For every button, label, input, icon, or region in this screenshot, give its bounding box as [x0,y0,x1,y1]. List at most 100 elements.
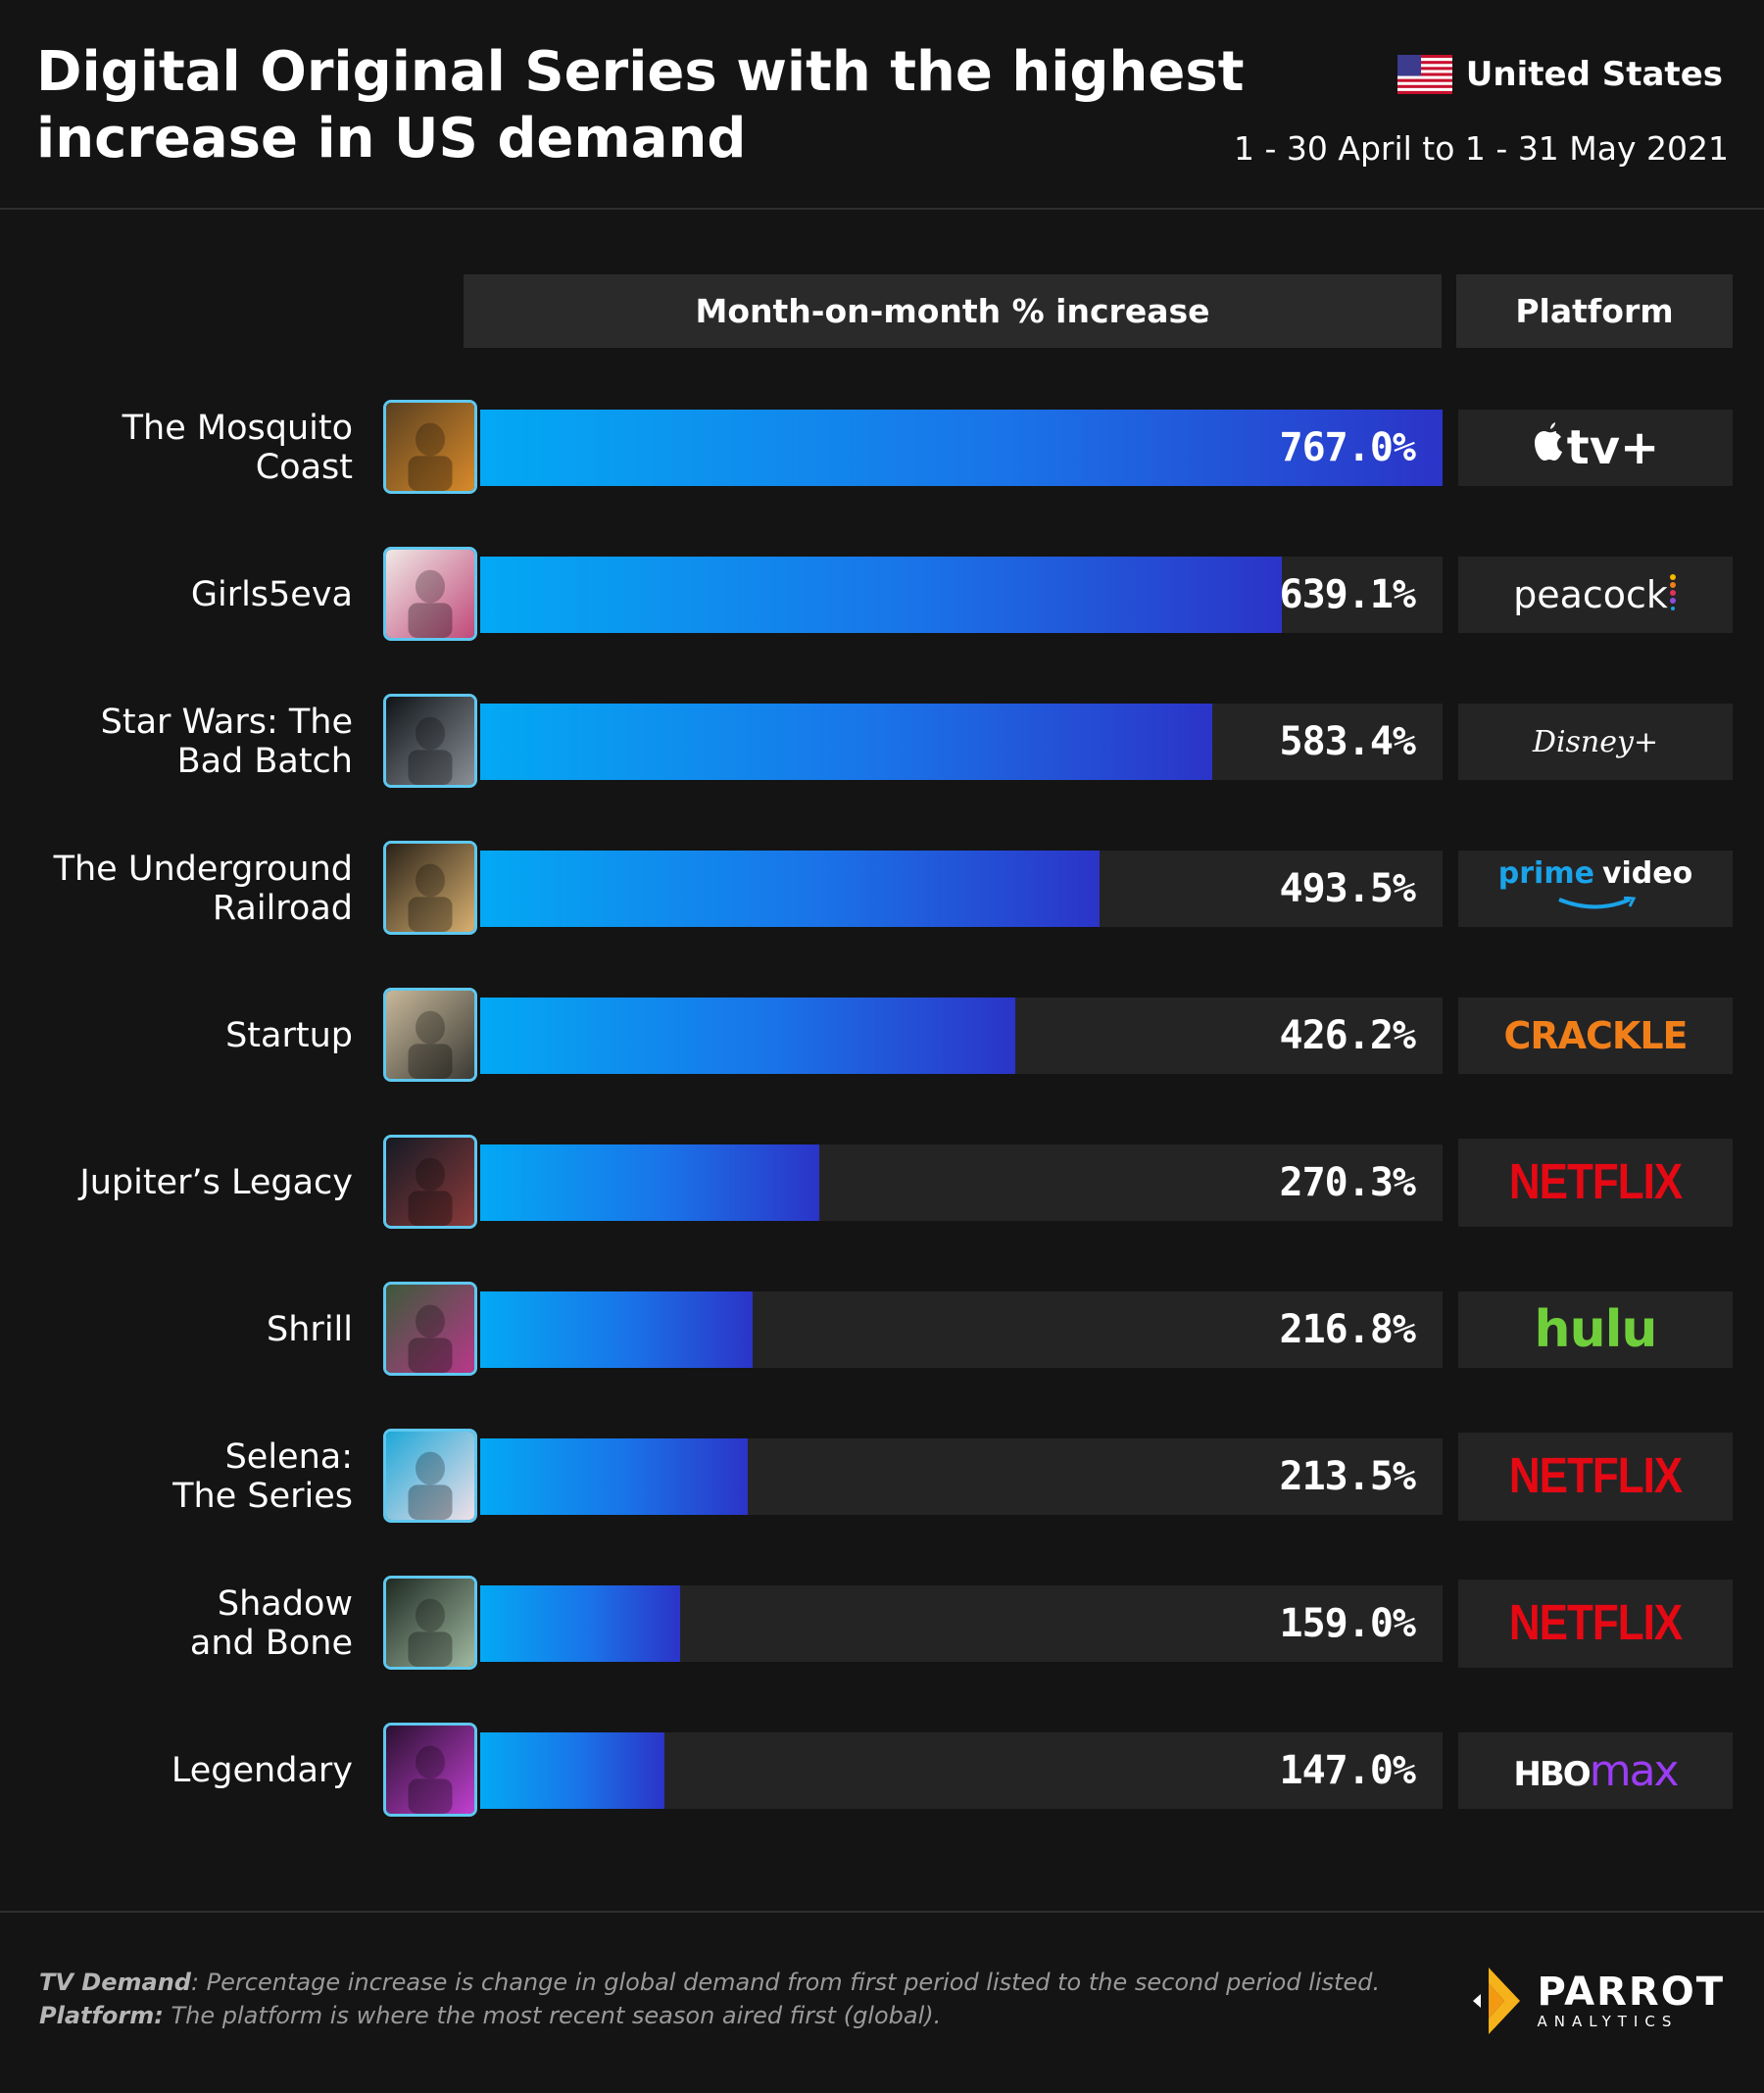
footnote-platform: Platform: The platform is where the most… [39,2002,941,2029]
apple-icon [1532,420,1567,475]
peacock-dots-icon [1668,571,1678,619]
platform-text: CRACKLE [1503,1014,1688,1057]
amazon-smile-icon [1551,889,1640,918]
bar-row: Selena: The Series 213.5% NETFLIX [0,1429,1764,1525]
value-label: 639.1% [1279,572,1416,617]
category-label: Selena: The Series [172,1437,353,1516]
bar-row: Shrill 216.8% hulu [0,1282,1764,1378]
value-label: 213.5% [1279,1454,1416,1499]
category-label: Startup [225,1016,353,1055]
value-label: 493.5% [1279,866,1416,911]
category-label: The Underground Railroad [53,850,353,928]
poster-thumbnail [383,988,477,1082]
value-label: 767.0% [1279,425,1416,470]
bar-row: The Mosquito Coast 767.0% tv+ [0,400,1764,496]
bar-the-mosquito-coast [480,410,1443,486]
bar-track: 583.4% [480,704,1443,780]
platform-text: prime video [1497,856,1693,891]
platform-column-header: Platform [1456,274,1733,348]
bar-row: Legendary 147.0% HBOmax [0,1723,1764,1819]
poster-thumbnail [383,1135,477,1229]
bar-row: Jupiter’s Legacy 270.3% NETFLIX [0,1135,1764,1231]
bar-selena-the-series [480,1438,749,1515]
bar-row: Startup 426.2% CRACKLE [0,988,1764,1084]
value-label: 216.8% [1279,1307,1416,1352]
platform-text: NETFLIX [1508,1595,1683,1651]
value-label: 270.3% [1279,1160,1416,1205]
bar-row: The Underground Railroad 493.5% prime video [0,841,1764,937]
poster-thumbnail [383,1576,477,1670]
platform-tv-logo: tv+ [1458,410,1733,486]
platform-hulu-logo: hulu [1458,1291,1733,1368]
platform-netflix-logo: NETFLIX [1458,1580,1733,1668]
value-label: 147.0% [1279,1748,1416,1793]
bar-row: Star Wars: The Bad Batch 583.4% Disney+ [0,694,1764,790]
category-label: Jupiter’s Legacy [79,1163,353,1202]
platform-text: hulu [1534,1300,1658,1359]
bar-the-underground-railroad [480,851,1100,927]
value-label: 159.0% [1279,1601,1416,1646]
platform-disney-logo: Disney+ [1458,704,1733,780]
bar-track: 639.1% [480,557,1443,633]
platform-crackle-logo: CRACKLE [1458,998,1733,1074]
bar-shrill [480,1291,753,1368]
footnote-demand-key: TV Demand [39,1969,191,1996]
bar-row: Shadow and Bone 159.0% NETFLIX [0,1576,1764,1672]
parrot-analytics-logo: PARROT ANALYTICS [1459,1962,1726,2040]
bar-row: Girls5eva 639.1% peacock [0,547,1764,643]
bar-track: 426.2% [480,998,1443,1074]
category-label: Shadow and Bone [189,1584,353,1663]
poster-thumbnail [383,841,477,935]
category-label: Shrill [267,1310,353,1349]
metric-column-header: Month-on-month % increase [464,274,1442,348]
region-indicator: United States [1396,55,1723,94]
brand-name: PARROT [1537,1970,1725,2015]
bar-track: 270.3% [480,1144,1443,1221]
chart-footer: TV Demand: Percentage increase is change… [0,1911,1764,2093]
bar-track: 159.0% [480,1585,1443,1662]
region-label: United States [1465,55,1723,94]
bar-startup [480,998,1015,1074]
date-range: 1 - 30 April to 1 - 31 May 2021 [1234,129,1729,168]
bar-girls5eva [480,557,1283,633]
poster-thumbnail [383,694,477,788]
brand-subtitle: ANALYTICS [1537,2013,1679,2030]
platform-text: HBOmax [1513,1745,1679,1796]
category-label: Star Wars: The Bad Batch [100,703,353,781]
bar-legendary [480,1732,665,1809]
bar-track: 493.5% [480,851,1443,927]
platform-netflix-logo: NETFLIX [1458,1139,1733,1227]
value-label: 583.4% [1279,719,1416,764]
platform-text: NETFLIX [1508,1154,1683,1210]
bar-jupiter-s-legacy [480,1144,820,1221]
poster-thumbnail [383,1429,477,1523]
chart-header: Digital Original Series with the highest… [0,0,1764,210]
platform-text: NETFLIX [1508,1448,1683,1504]
bar-star-wars-the-bad-batch [480,704,1212,780]
platform-peacock-logo: peacock [1458,557,1733,633]
poster-thumbnail [383,547,477,641]
footnote-demand-text: : Percentage increase is change in globa… [190,1969,1381,1996]
bar-shadow-and-bone [480,1585,680,1662]
platform-hbomax-logo: HBOmax [1458,1732,1733,1809]
platform-text: Disney+ [1532,724,1659,759]
bar-track: 216.8% [480,1291,1443,1368]
footnote-platform-text: The platform is where the most recent se… [163,2002,942,2029]
us-flag-icon [1396,55,1452,94]
category-label: Girls5eva [190,575,353,614]
poster-thumbnail [383,1282,477,1376]
platform-netflix-logo: NETFLIX [1458,1433,1733,1521]
poster-thumbnail [383,1723,477,1817]
platform-text: tv+ [1566,420,1660,475]
parrot-logo-icon [1472,1968,1520,2034]
bar-track: 147.0% [480,1732,1443,1809]
bar-track: 213.5% [480,1438,1443,1515]
category-label: Legendary [171,1751,353,1790]
footnote-demand: TV Demand: Percentage increase is change… [39,1969,1380,1996]
platform-prime-video-logo: prime video [1458,851,1733,927]
poster-thumbnail [383,400,477,494]
platform-text: peacock [1513,573,1668,616]
value-label: 426.2% [1279,1013,1416,1058]
bar-track: 767.0% [480,410,1443,486]
